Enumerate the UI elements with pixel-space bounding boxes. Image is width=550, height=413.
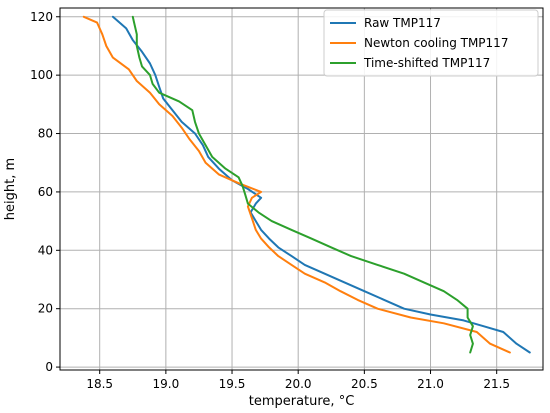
y-axis-label: height, m (3, 158, 18, 220)
x-tick-label: 20.0 (285, 377, 312, 391)
y-tick-label: 80 (38, 127, 53, 141)
series-lines (82, 15, 531, 354)
x-tick-label: 20.5 (351, 377, 378, 391)
x-tick-label: 19.5 (219, 377, 246, 391)
x-axis-label: temperature, °C (249, 394, 355, 409)
legend: Raw TMP117 Newton cooling TMP117 Time-shif… (323, 9, 539, 77)
legend-label: Newton cooling TMP117 (364, 36, 508, 50)
axis-ticks: 18.5 19.0 19.5 20.0 20.5 21.0 21.5 0 20 40 60 80 100… (30, 10, 510, 391)
x-tick-label: 18.5 (86, 377, 113, 391)
x-tick-label: 21.0 (417, 377, 444, 391)
y-tick-label: 0 (45, 360, 53, 374)
x-tick-label: 19.0 (153, 377, 180, 391)
series-line-2 (82, 15, 511, 354)
series-line-3 (131, 15, 474, 354)
x-tick-label: 21.5 (483, 377, 510, 391)
legend-label: Time-shifted TMP117 (363, 56, 490, 70)
legend-box (323, 9, 539, 77)
y-tick-label: 40 (38, 243, 53, 257)
y-tick-label: 120 (30, 10, 53, 24)
legend-label: Raw TMP117 (364, 16, 441, 30)
y-tick-label: 60 (38, 185, 53, 199)
plot-area-frame (59, 7, 544, 371)
y-tick-label: 20 (38, 302, 53, 316)
y-tick-label: 100 (30, 68, 53, 82)
